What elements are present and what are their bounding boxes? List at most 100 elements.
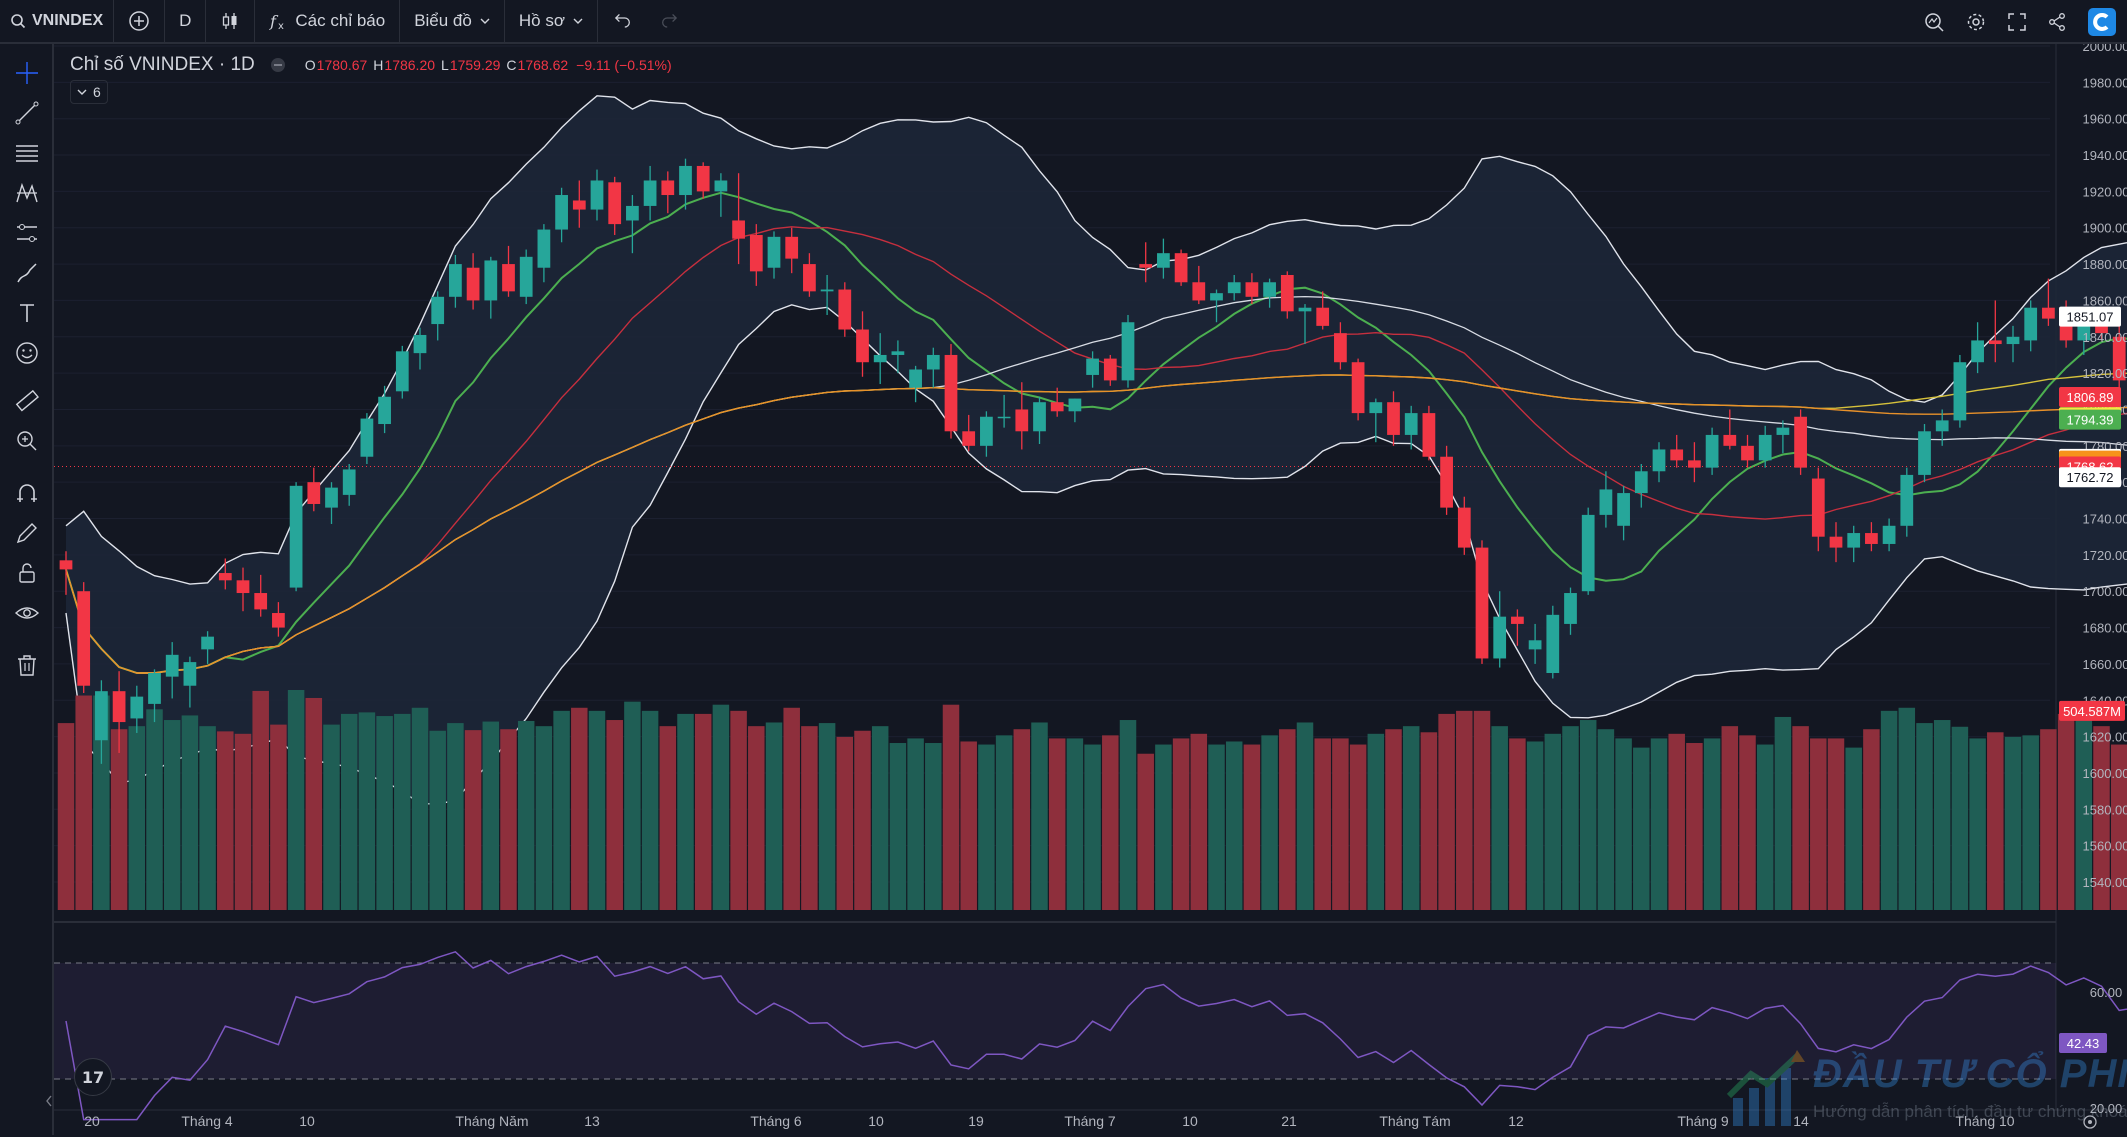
collapse-toolbar-handle[interactable]	[44, 1086, 54, 1116]
price-tick-label: 1980.00	[2083, 75, 2127, 90]
chart-menu-button[interactable]: Biểu đồ	[400, 0, 505, 43]
candle-body	[1281, 275, 1294, 311]
eye-icon	[14, 600, 40, 626]
candle-body	[1423, 413, 1436, 457]
fullscreen-button[interactable]	[1997, 0, 2037, 44]
ruler-icon	[14, 388, 40, 414]
candle-body	[591, 180, 604, 209]
quick-search-button[interactable]	[1913, 0, 1955, 44]
candle-body	[77, 591, 90, 686]
lock-tool[interactable]	[12, 558, 42, 588]
candle-body	[785, 237, 798, 259]
volume-bar	[996, 735, 1013, 910]
price-tag-text: 1794.39	[2067, 413, 2114, 428]
candle-body	[1051, 402, 1064, 411]
time-tick-label: Tháng 7	[1064, 1113, 1116, 1129]
volume-bar	[890, 743, 907, 910]
compare-button[interactable]	[114, 0, 165, 43]
price-tick-label: 1740.00	[2083, 512, 2127, 527]
volume-bar	[199, 726, 216, 910]
volume-bar	[111, 729, 128, 910]
price-tick-label: 1900.00	[2083, 221, 2127, 236]
market-status-icon	[271, 58, 285, 72]
candle-body	[768, 237, 781, 268]
volume-bar	[252, 691, 269, 910]
share-button[interactable]	[2037, 0, 2077, 44]
candle-body	[626, 206, 639, 221]
volume-bar	[1881, 711, 1898, 910]
close-value: 1768.62	[518, 57, 569, 73]
price-tag-text: 1851.07	[2067, 310, 2114, 325]
candle-body	[1582, 515, 1595, 591]
candle-body	[414, 335, 427, 353]
emoji-tool[interactable]	[12, 338, 42, 368]
candle-body	[1706, 435, 1719, 468]
volume-bar	[1828, 738, 1845, 910]
candle-body	[1741, 446, 1754, 461]
candle-body	[1299, 308, 1312, 312]
indicators-collapse-button[interactable]: 6	[70, 80, 108, 104]
fib-tool[interactable]	[12, 138, 42, 168]
volume-bar	[164, 720, 181, 910]
time-tick-label: Tháng Tám	[1379, 1113, 1450, 1129]
chart-type-button[interactable]	[206, 0, 255, 43]
trend-line-tool[interactable]	[12, 98, 42, 128]
candle-body	[1777, 428, 1790, 435]
volume-bar	[783, 708, 800, 910]
change-value: −9.11 (−0.51%)	[576, 57, 671, 73]
redo-button[interactable]	[646, 0, 694, 43]
volume-bar	[376, 716, 393, 910]
candle	[838, 282, 851, 337]
candle-body	[1086, 359, 1099, 375]
candle	[945, 344, 958, 439]
remove-drawings-tool[interactable]	[12, 650, 42, 680]
undo-button[interactable]	[598, 0, 646, 43]
ruler-tool[interactable]	[12, 386, 42, 416]
volume-bar	[1208, 745, 1225, 910]
candle-body	[1033, 402, 1046, 431]
redo-icon	[660, 11, 680, 31]
undo-icon	[612, 11, 632, 31]
price-tick-label: 1840.00	[2083, 330, 2127, 345]
volume-bar	[1403, 726, 1420, 910]
volume-bar	[1173, 738, 1190, 910]
volume-bar	[1191, 734, 1208, 910]
candle-body	[803, 264, 816, 291]
candle	[396, 346, 409, 399]
crosshair-tool[interactable]	[12, 58, 42, 88]
indicators-label: Các chỉ báo	[295, 11, 385, 31]
hide-tool[interactable]	[12, 598, 42, 628]
volume-bar	[1368, 734, 1385, 910]
tradingview-logo-button[interactable]: 17	[74, 1058, 112, 1096]
candle-body	[555, 195, 568, 230]
volume-bar	[1987, 732, 2004, 910]
volume-bar	[1385, 729, 1402, 910]
candle-body	[219, 573, 232, 580]
stay-drawing-tool[interactable]	[12, 518, 42, 548]
volume-bar	[1934, 720, 1951, 910]
right-toolbar	[1913, 0, 2127, 44]
volume-bar	[1031, 722, 1048, 910]
volume-bar	[713, 705, 730, 910]
magnet-tool[interactable]	[12, 478, 42, 508]
smiley-icon	[14, 340, 40, 366]
prediction-tool[interactable]	[12, 218, 42, 248]
volume-bar	[536, 726, 553, 910]
time-tick-label: Tháng 4	[181, 1113, 233, 1129]
volume-bar	[1668, 734, 1685, 910]
settings-button[interactable]	[1955, 0, 1997, 44]
symbol-search[interactable]: VNINDEX	[0, 0, 114, 43]
zoom-in-tool[interactable]	[12, 426, 42, 456]
brush-tool[interactable]	[12, 258, 42, 288]
interval-button[interactable]: D	[165, 0, 206, 43]
price-chart[interactable]: 1540.001560.001580.001600.001620.001640.…	[54, 44, 2127, 1135]
profile-menu-button[interactable]: Hồ sơ	[505, 0, 598, 43]
candle-body	[484, 260, 497, 300]
volume-bar	[2022, 735, 2039, 910]
text-tool[interactable]	[12, 298, 42, 328]
candle-body	[1210, 293, 1223, 300]
pattern-tool[interactable]	[12, 178, 42, 208]
volume-bar	[1474, 711, 1491, 910]
candle-body	[856, 330, 869, 363]
